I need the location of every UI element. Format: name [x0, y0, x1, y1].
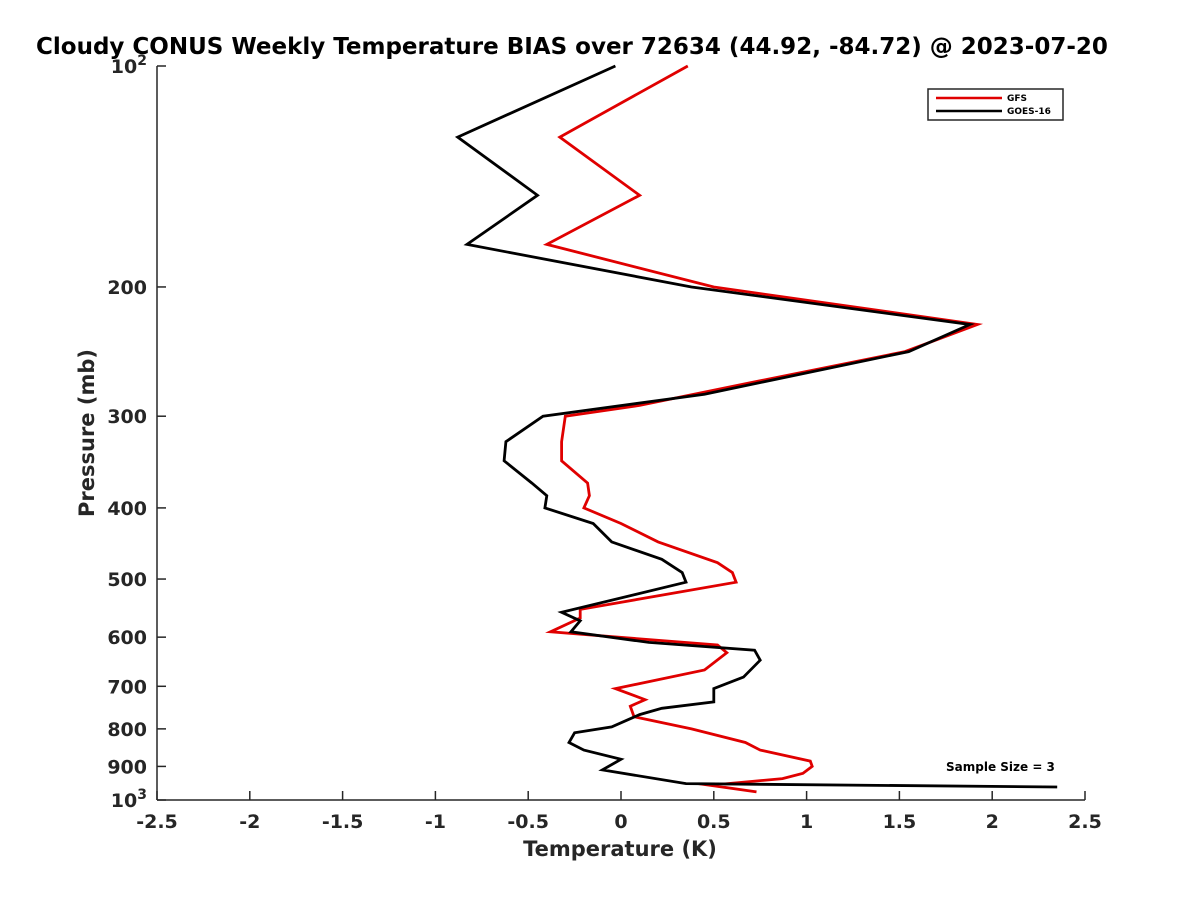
- x-tick-label: 0: [614, 811, 627, 833]
- x-tick-label: -0.5: [507, 811, 549, 833]
- series-line-goes16: [454, 64, 1058, 789]
- y-tick-label: 800: [107, 719, 147, 741]
- y-tick-label: 102: [111, 53, 147, 78]
- x-tick-label: -1: [425, 811, 446, 833]
- x-tick-label: 2: [986, 811, 999, 833]
- x-axis-label: Temperature (K): [523, 837, 717, 861]
- y-tick-label: 300: [107, 406, 147, 428]
- legend: GFS GOES-16: [927, 88, 1064, 121]
- series-layer: [454, 64, 1058, 794]
- y-tick-label: 103: [111, 787, 147, 812]
- x-tick-label: -2.5: [136, 811, 178, 833]
- legend-box: [927, 88, 1064, 121]
- y-axis-label: Pressure (mb): [75, 349, 99, 517]
- plot-background: [157, 66, 1085, 800]
- y-tick-label: 700: [107, 676, 147, 698]
- plot-area: [157, 66, 1085, 800]
- y-tick-label: 400: [107, 498, 147, 520]
- x-tick-label: 0.5: [697, 811, 731, 833]
- x-tick-label: 2.5: [1068, 811, 1102, 833]
- y-tick-label: 900: [107, 756, 147, 778]
- legend-label-goes16: GOES-16: [1007, 107, 1051, 117]
- legend-label-gfs: GFS: [1007, 94, 1027, 104]
- x-tick-label: -1.5: [322, 811, 364, 833]
- x-tick-label: -2: [239, 811, 260, 833]
- y-tick-label: 500: [107, 569, 147, 591]
- chart-title: Cloudy CONUS Weekly Temperature BIAS ove…: [36, 34, 1108, 60]
- y-tick-label: 200: [107, 277, 147, 299]
- axes: -2.5 -2 -1.5 -1 -0.5 0 0.5 1 1.5 2 2.5 102 200 300 400…: [107, 53, 1102, 833]
- sample-size-annotation: Sample Size = 3: [946, 760, 1055, 774]
- y-tick-label: 600: [107, 627, 147, 649]
- x-tick-label: 1.5: [883, 811, 917, 833]
- x-tick-label: 1: [800, 811, 813, 833]
